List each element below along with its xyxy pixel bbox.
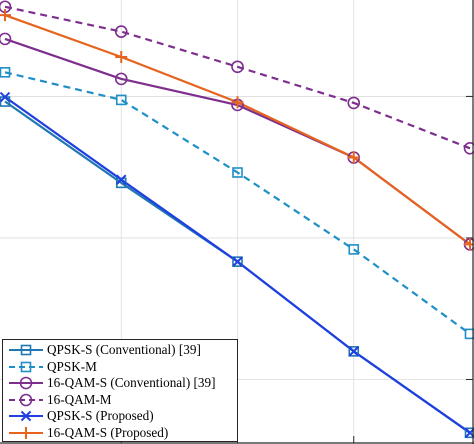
data-point-3-4 — [463, 141, 474, 155]
data-point-3-3 — [347, 96, 361, 110]
legend-swatch — [9, 361, 43, 372]
data-point-5-2 — [231, 96, 244, 109]
legend-swatch-marker — [20, 361, 32, 372]
data-point-0-4 — [464, 427, 474, 439]
data-point-0-3 — [348, 346, 360, 357]
legend-swatch-marker — [20, 410, 32, 422]
data-point-4-1 — [116, 174, 127, 185]
legend-label: QPSK-S (Proposed) — [47, 408, 154, 423]
data-point-1-4 — [464, 328, 474, 340]
legend-swatch — [9, 344, 43, 356]
legend-entry-qpsk-m: QPSK-M — [3, 359, 239, 375]
legend-swatch-marker — [20, 344, 32, 356]
legend-label: 16-QAM-S (Proposed) — [47, 424, 169, 440]
data-point-2-1 — [114, 72, 128, 86]
legend-entry-16qam-s-conventional: 16-QAM-S (Conventional) [39] — [3, 375, 239, 391]
data-point-4-2 — [232, 256, 243, 267]
series-line-1 — [4, 71, 471, 335]
legend-swatch-marker — [19, 393, 33, 406]
legend-entry-qpsk-s-proposed: QPSK-S (Proposed) — [3, 408, 239, 424]
legend-swatch — [9, 410, 43, 422]
series-line-3 — [4, 5, 471, 150]
data-point-0-2 — [232, 256, 243, 267]
legend-swatch — [9, 376, 43, 390]
legend-swatch — [9, 393, 43, 406]
data-point-1-0 — [0, 67, 11, 78]
data-point-2-0 — [0, 32, 12, 46]
data-point-1-2 — [232, 167, 243, 178]
legend-swatch — [9, 426, 43, 439]
data-point-3-2 — [231, 60, 244, 74]
data-point-1-3 — [348, 244, 360, 255]
legend-entry-qpsk-s-conventional: QPSK-S (Conventional) [39] — [3, 342, 239, 358]
legend-label: 16-QAM-S (Conventional) [39] — [47, 375, 216, 390]
data-point-5-3 — [347, 151, 360, 164]
legend-label: QPSK-M — [47, 358, 97, 374]
legend-entry-16qam-m: 16-QAM-M — [3, 392, 239, 408]
data-point-5-4 — [464, 238, 474, 251]
legend-swatch-marker — [20, 426, 32, 439]
data-point-4-3 — [348, 346, 359, 357]
legend: QPSK-S (Conventional) [39] QPSK-M 16-QAM… — [2, 339, 238, 442]
data-point-1-1 — [115, 94, 127, 106]
legend-entry-16qam-s-proposed: 16-QAM-S (Proposed) — [3, 425, 239, 441]
legend-label: QPSK-S (Conventional) [39] — [47, 342, 201, 357]
data-point-5-1 — [115, 50, 128, 63]
legend-swatch-marker — [19, 376, 33, 390]
data-point-5-0 — [0, 9, 11, 22]
legend-label: 16-QAM-M — [47, 391, 112, 407]
data-point-4-0 — [0, 91, 11, 103]
data-point-3-1 — [114, 25, 128, 38]
